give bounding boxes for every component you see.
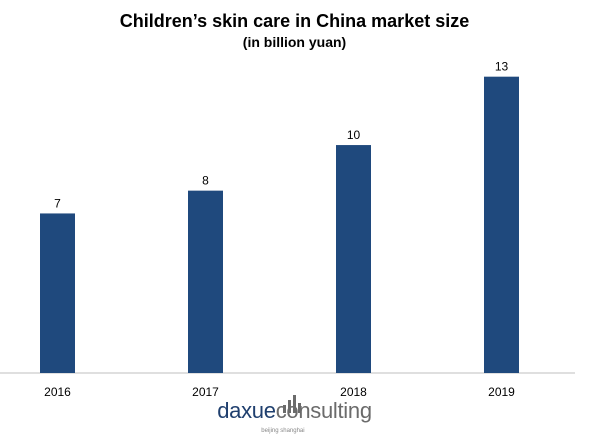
- value-label-2016: 7: [54, 196, 61, 210]
- chart-title: Children’s skin care in China market siz…: [119, 11, 470, 31]
- bar-2017: [188, 190, 223, 373]
- x-tick-label-2019: 2019: [488, 385, 515, 399]
- bar-2016: [40, 213, 75, 373]
- x-tick-label-2017: 2017: [192, 385, 219, 399]
- bar-2019: [484, 76, 519, 374]
- logo-brand-daxue: daxue: [217, 398, 276, 423]
- x-tick-label-2018: 2018: [340, 385, 367, 399]
- value-label-2017: 8: [202, 174, 209, 188]
- value-label-2019: 13: [495, 60, 509, 74]
- logo-bars-icon: [283, 395, 302, 413]
- logo-tagline: beijing shanghai: [261, 428, 305, 434]
- chart-subtitle: (in billion yuan): [242, 34, 347, 50]
- x-tick-label-2016: 2016: [44, 385, 71, 399]
- daxue-consulting-logo: daxue consulting beijing shanghai: [0, 395, 589, 434]
- logo-brand-consulting: consulting: [275, 398, 372, 423]
- value-label-2018: 10: [347, 128, 361, 142]
- bar-2018: [336, 145, 371, 373]
